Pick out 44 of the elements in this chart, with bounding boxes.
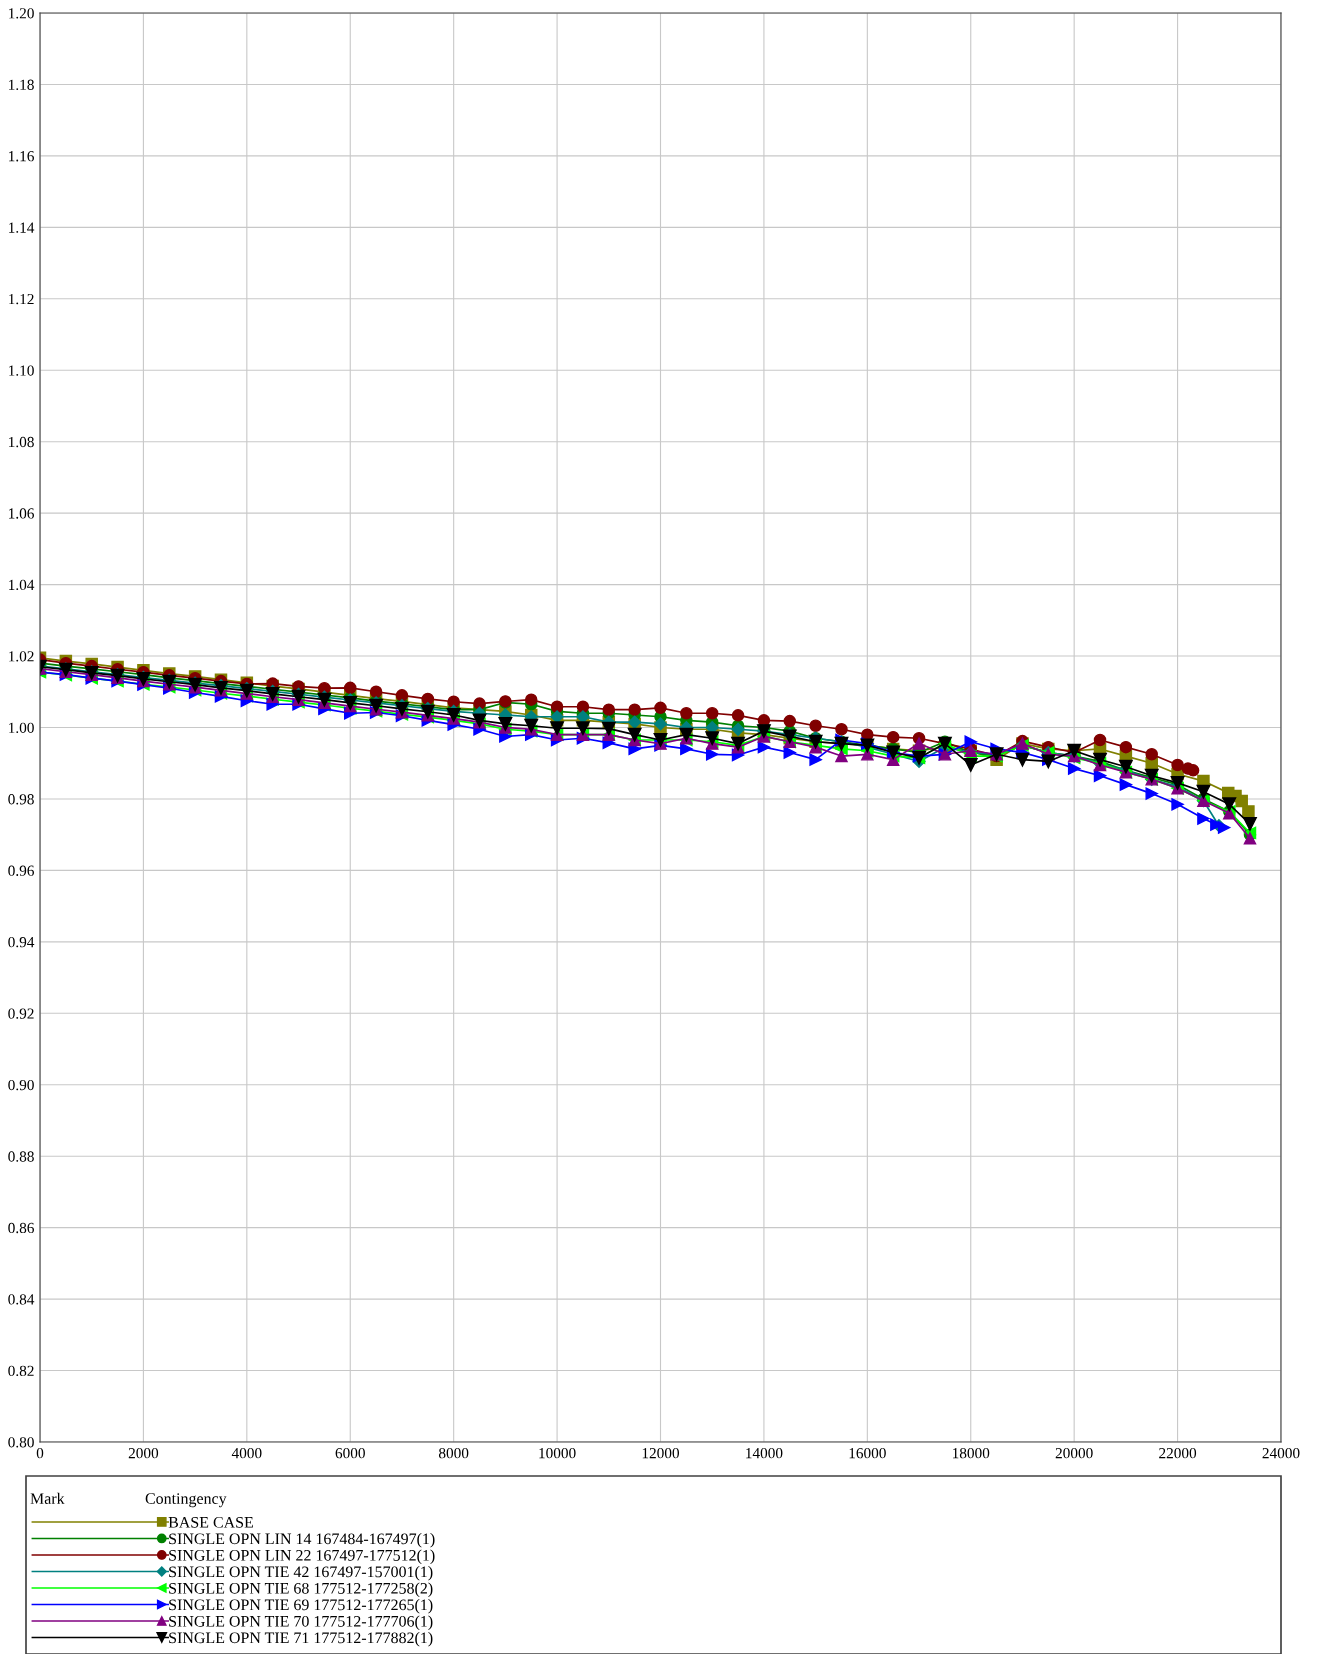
x-tick-label: 22000: [1159, 1448, 1197, 1459]
y-tick-label: 0.92: [8, 1008, 34, 1019]
y-tick-label: 1.04: [9, 579, 35, 591]
x-tick-label: 14000: [746, 1448, 783, 1459]
x-tick-label: 20000: [1055, 1448, 1093, 1459]
legend-label: BASE CASE: [168, 1516, 254, 1528]
x-tick-label: 6000: [335, 1448, 365, 1459]
y-tick-label: 0.96: [8, 865, 34, 876]
x-tick-label: 10000: [539, 1448, 576, 1459]
y-tick-label: 1.08: [9, 436, 34, 448]
x-tick-label: 0: [36, 1448, 44, 1459]
legend-label: SINGLE OPN TIE 68 177512-177258(2): [169, 1582, 433, 1597]
legend-label: SINGLE OPN TIE 69 177512-177265(1): [169, 1598, 433, 1614]
y-tick-label: 0.98: [8, 794, 34, 805]
x-tick-label: 16000: [849, 1448, 886, 1459]
y-tick-label: 1.06: [9, 508, 34, 519]
legend-label: SINGLE OPN TIE 71 177512-177882(1): [169, 1631, 433, 1647]
y-tick-label: 1.02: [9, 651, 34, 662]
y-tick-label: 0.90: [8, 1079, 34, 1091]
legend-title: Contingency: [145, 1493, 227, 1508]
y-tick-label: 1.12: [9, 293, 34, 305]
x-tick-label: 8000: [438, 1448, 469, 1459]
x-tick-label: 18000: [953, 1448, 990, 1459]
legend-label: SINGLE OPN TIE 42 167497-157001(1): [169, 1565, 433, 1581]
y-tick-label: 1.16: [9, 151, 34, 162]
x-tick-label: 2000: [128, 1448, 159, 1459]
y-tick-label: 0.82: [8, 1365, 34, 1377]
y-tick-label: 0.86: [8, 1222, 34, 1234]
y-tick-label: 0.84: [8, 1294, 35, 1305]
x-tick-label: 12000: [642, 1448, 680, 1459]
y-tick-label: 1.10: [9, 365, 34, 376]
x-tick-label: 4000: [231, 1448, 262, 1459]
y-tick-label: 1.18: [9, 79, 34, 90]
y-tick-label: 0.94: [8, 936, 35, 948]
y-tick-label: 0.88: [8, 1151, 34, 1162]
legend-label: SINGLE OPN LIN 14 167484-167497(1): [169, 1532, 435, 1548]
x-tick-label: 24000: [1262, 1448, 1300, 1459]
y-tick-label: 1.14: [9, 222, 35, 233]
text: Mark: [30, 1492, 65, 1504]
y-tick-label: 1.00: [9, 722, 34, 734]
y-tick-label: 0.80: [8, 1437, 34, 1448]
y-tick-label: 1.20: [9, 8, 34, 19]
legend-label: SINGLE OPN LIN 22 167497-177512(1): [169, 1549, 435, 1564]
legend-label: SINGLE OPN TIE 70 177512-177706(1): [169, 1615, 433, 1630]
